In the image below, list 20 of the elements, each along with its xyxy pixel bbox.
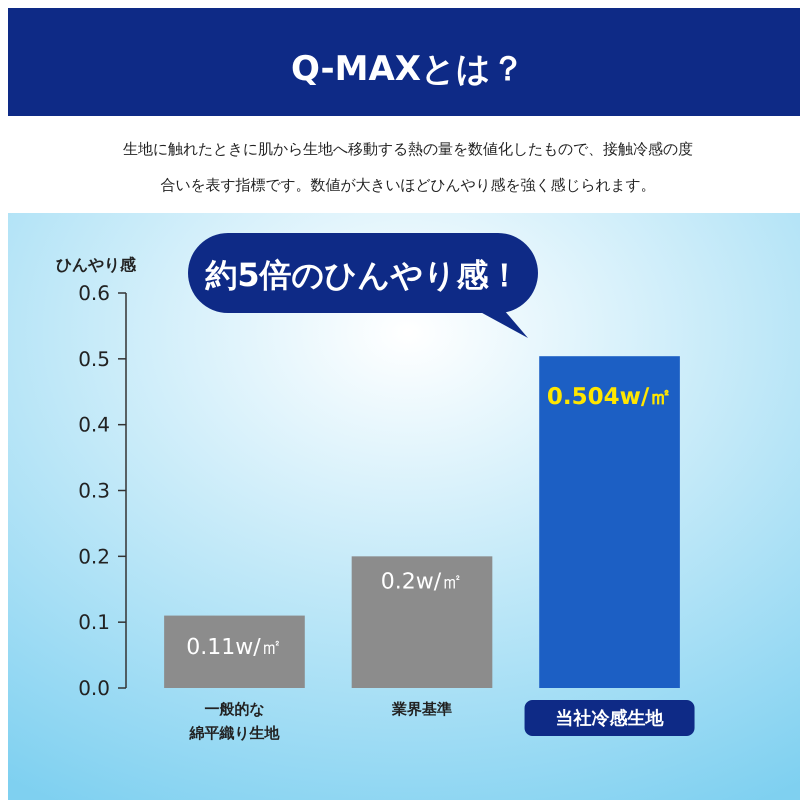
y-tick-label: 0.2 [78,544,110,568]
y-tick-label: 0.3 [78,478,110,502]
bar [164,616,305,688]
bar [352,556,492,688]
text: 生地に触れたときに肌から生地へ移動する熱の量を数値化したもので、接触冷感の度合いを表す指標です。数値が大きいほどひんやり感を強く感じられます。 [123,140,693,194]
y-tick-label: 0.5 [78,346,110,371]
y-tick-label: 0.0 [78,676,110,700]
y-tick-label: 0.4 [78,412,110,437]
data-label: 0.504w/㎡ [546,384,672,410]
annotation: 約5倍のひんやり感！ [204,256,521,294]
data-label: 0.11w/㎡ [186,635,283,660]
bar [539,356,680,688]
y-axis-title: ひんやり感 [56,255,137,274]
x-tick-label: 当社冷感生地 [556,708,665,729]
x-tick-label: 一般的な綿平織り生地 [188,700,280,742]
x-tick-label: 業界基準 [391,700,452,718]
y-tick-label: 0.1 [78,610,110,634]
chart-title: Q-MAXとは？ [290,49,526,89]
data-label: 0.2w/㎡ [380,569,464,594]
y-tick-label: 0.6 [78,281,110,305]
